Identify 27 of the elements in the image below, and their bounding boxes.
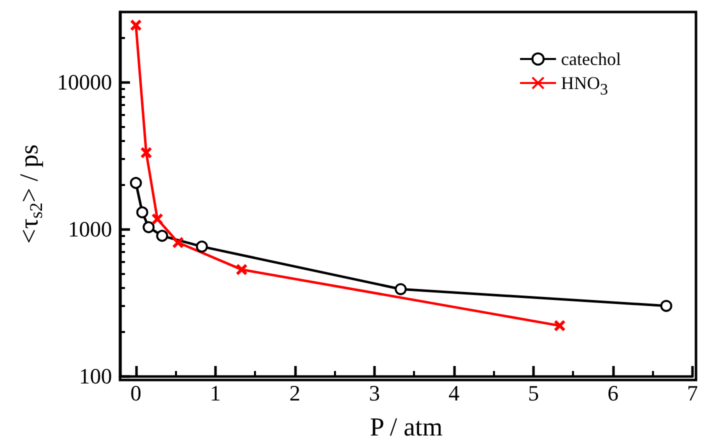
point (156, 230, 168, 242)
legend-label: catechol (561, 49, 622, 69)
point (196, 240, 208, 253)
point (394, 283, 407, 296)
x-tick-label: 7 (687, 380, 698, 406)
y-tick-label: 100 (79, 364, 112, 388)
x-tick-label: 5 (528, 380, 539, 406)
point (130, 176, 142, 189)
y-axis-title: <τs2> / ps (14, 144, 46, 244)
x-tick-label: 0 (130, 380, 142, 406)
x-tick-label: 2 (289, 380, 300, 406)
point (140, 146, 152, 159)
point (236, 264, 248, 276)
x-tick-label: 6 (607, 380, 618, 406)
point (172, 236, 184, 249)
x-tick-label: 4 (448, 380, 460, 406)
point (554, 320, 566, 332)
y-tick-label: 10000 (57, 70, 112, 95)
point (142, 221, 155, 234)
y-tick-label: 1000 (68, 216, 112, 242)
point (130, 19, 142, 32)
x-axis-title: P / atm (370, 412, 443, 442)
point (660, 300, 672, 312)
point (136, 206, 148, 218)
x-tick-label: 1 (210, 380, 221, 406)
x-tick-label: 3 (368, 380, 380, 406)
point (151, 213, 164, 226)
